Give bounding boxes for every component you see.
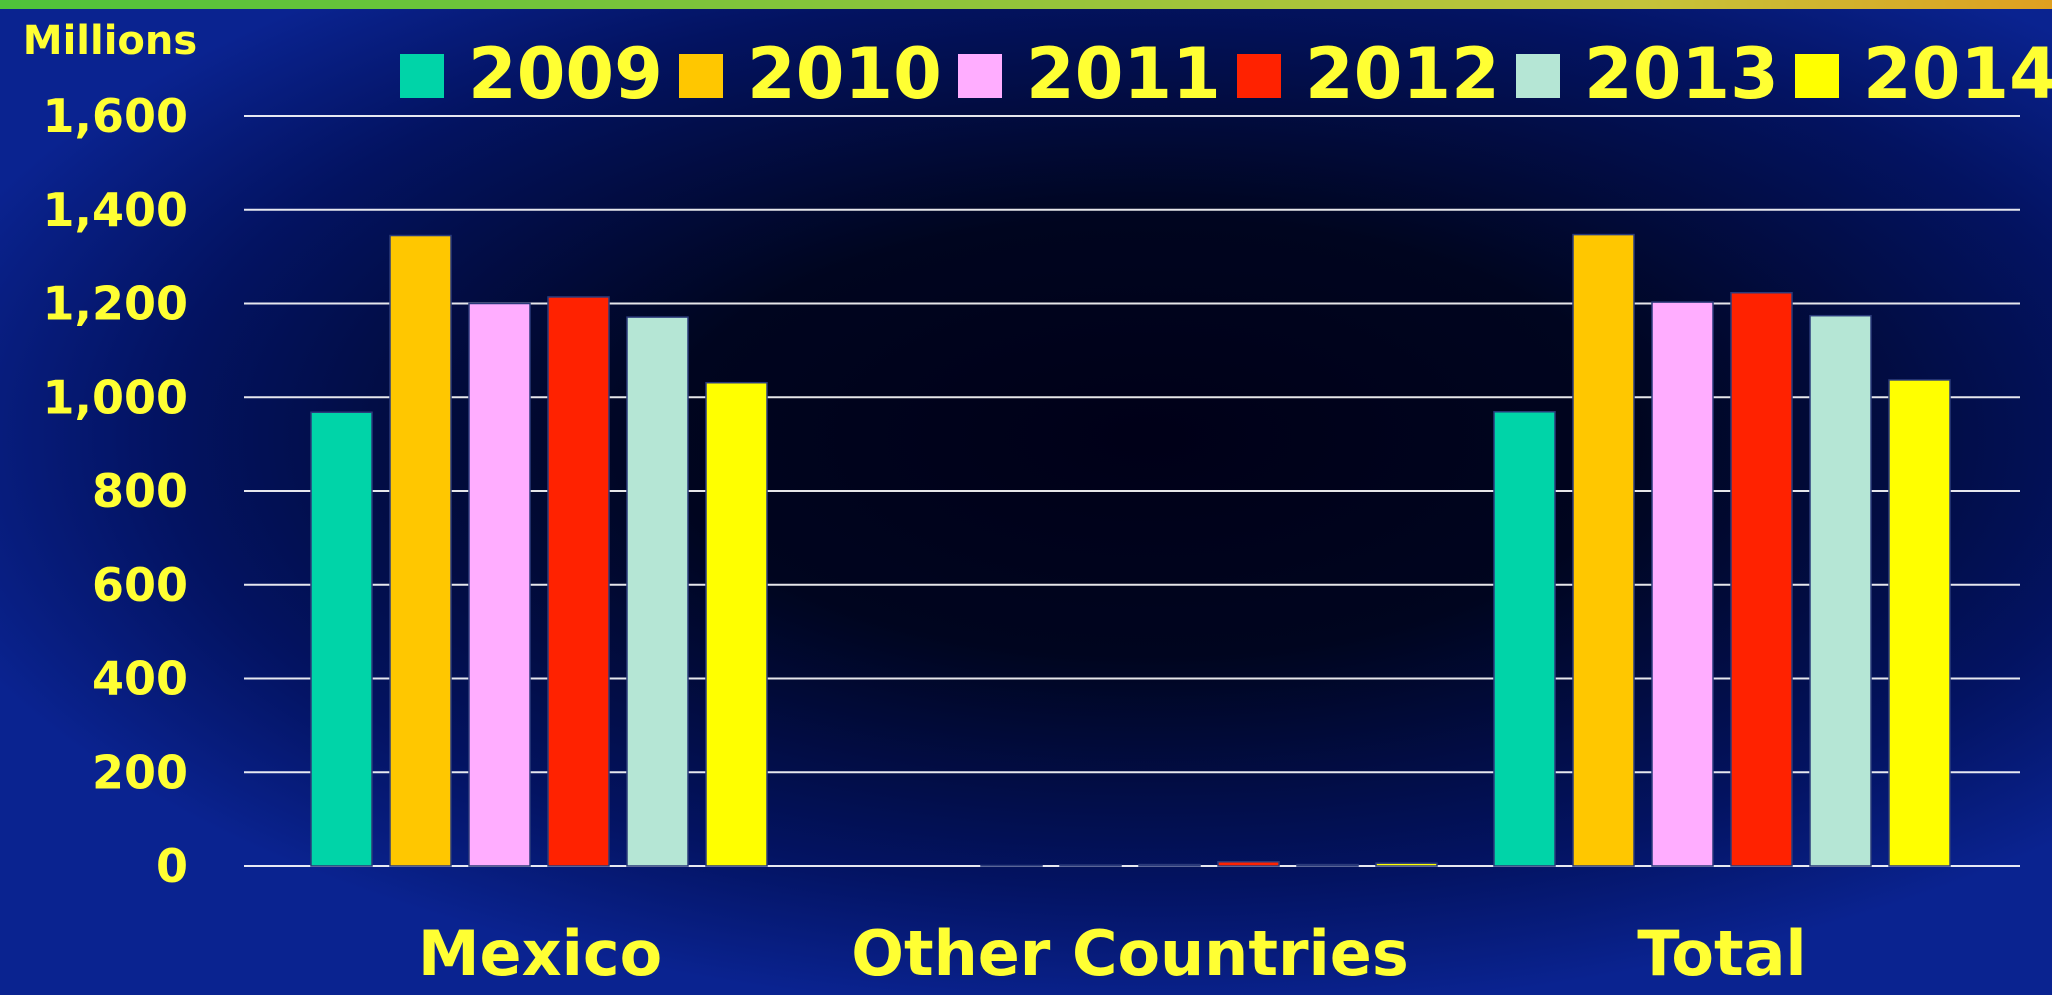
- bar-total-2011: [1651, 301, 1714, 867]
- legend-label: 2009: [468, 33, 663, 115]
- y-tick-label: 600: [92, 558, 188, 612]
- legend-label: 2014: [1863, 33, 2052, 115]
- y-tick-label: 200: [92, 745, 188, 799]
- y-tick-label: 0: [156, 839, 188, 893]
- y-tick-label: 1,200: [42, 277, 188, 331]
- y-tick-label: 800: [92, 464, 188, 518]
- x-axis-category-labels: Mexico Other Countries Total: [418, 917, 1807, 990]
- legend-label: 2011: [1026, 33, 1221, 115]
- bar-other-countries-2011: [1138, 863, 1201, 867]
- y-tick-label: 400: [92, 652, 188, 706]
- legend-swatch: [400, 54, 444, 98]
- bar-other-countries-2014: [1375, 862, 1438, 867]
- legend-label: 2012: [1305, 33, 1500, 115]
- bar-mexico-2011: [468, 302, 531, 867]
- y-tick-label: 1,600: [42, 89, 188, 143]
- bar-other-countries-2009: [980, 864, 1043, 867]
- bar-other-countries-2012: [1217, 861, 1280, 867]
- bar-total-2012: [1730, 291, 1793, 867]
- top-accent-bar: [0, 0, 2052, 9]
- bar-other-countries-2010: [1059, 864, 1122, 867]
- legend-swatch: [1516, 54, 1560, 98]
- legend-label: 2013: [1584, 33, 1779, 115]
- x-category-label: Other Countries: [851, 917, 1409, 990]
- legend-swatch: [958, 54, 1002, 98]
- bar-other-countries-2013: [1296, 863, 1359, 867]
- bar-total-2014: [1888, 379, 1951, 867]
- bar-mexico-2012: [547, 296, 610, 867]
- y-axis-unit-label: Millions: [23, 18, 197, 64]
- bar-mexico-2010: [389, 234, 452, 867]
- x-category-label: Total: [1637, 917, 1806, 990]
- gridlines: [244, 115, 2020, 867]
- y-axis-tick-labels: 0 200 400 600 800 1,000 1,200 1,400 1,600: [42, 89, 188, 893]
- legend-swatch: [679, 54, 723, 98]
- x-category-label: Mexico: [418, 917, 662, 990]
- legend: 2009 2010 2011 2012 2013 2014: [400, 33, 2052, 115]
- bar-mexico-2013: [626, 316, 689, 867]
- bar-total-2009: [1493, 411, 1556, 867]
- bar-total-2013: [1809, 314, 1872, 867]
- y-tick-label: 1,000: [42, 370, 188, 424]
- legend-label: 2010: [747, 33, 942, 115]
- bars: [310, 233, 1951, 867]
- legend-swatch: [1237, 54, 1281, 98]
- legend-swatch: [1795, 54, 1839, 98]
- bar-mexico-2014: [705, 381, 768, 867]
- bar-total-2010: [1572, 233, 1635, 867]
- bar-mexico-2009: [310, 411, 373, 867]
- y-tick-label: 1,400: [42, 183, 188, 237]
